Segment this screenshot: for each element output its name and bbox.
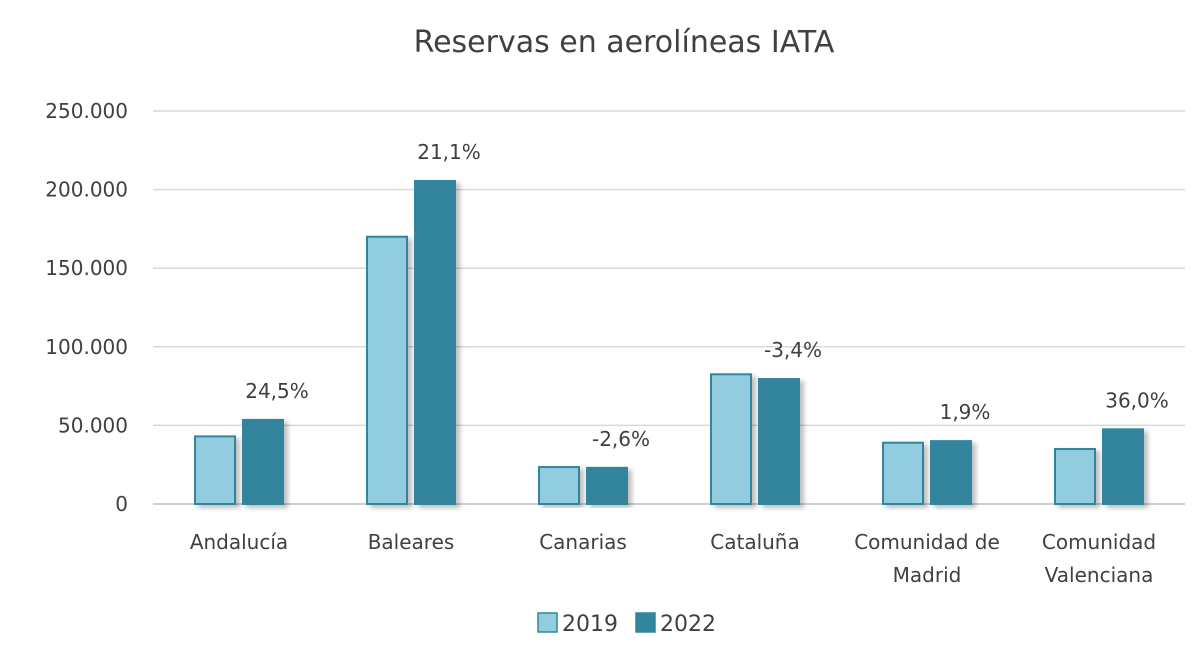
bar-2022 <box>242 418 284 506</box>
category-label: Cataluña <box>710 530 799 554</box>
bar-2022 <box>758 378 800 505</box>
category-label: Baleares <box>368 530 455 554</box>
category-label: Andalucía <box>190 530 288 554</box>
bar-2019 <box>538 466 580 506</box>
y-tick-label: 100.000 <box>45 335 128 359</box>
gridlines <box>153 110 1185 505</box>
y-tick-label: 250.000 <box>45 99 128 123</box>
legend-label: 2022 <box>660 612 716 637</box>
bar-2022 <box>414 179 456 505</box>
legend-swatch <box>537 612 558 633</box>
data-label: 21,1% <box>417 140 481 164</box>
legend-swatch <box>635 612 656 633</box>
chart-title: Reservas en aerolíneas IATA <box>414 25 835 60</box>
legend-label: 2019 <box>562 612 618 637</box>
legend: 2019 2022 <box>537 612 716 637</box>
bar-2019 <box>366 235 408 505</box>
bar-2022 <box>1102 428 1144 505</box>
y-tick-label: 0 <box>115 492 128 516</box>
data-label: 1,9% <box>940 400 991 424</box>
category-label: Canarias <box>539 530 627 554</box>
data-label: 36,0% <box>1105 388 1169 412</box>
bar-2022 <box>586 466 628 505</box>
bar-2019 <box>1054 447 1096 506</box>
y-tick-label: 200.000 <box>45 178 128 202</box>
bar-2019 <box>710 373 752 505</box>
bar-2019 <box>194 435 236 505</box>
data-label: -3,4% <box>764 338 822 362</box>
category-label: Comunidad de Madrid <box>854 530 1000 587</box>
data-label: 24,5% <box>245 379 309 403</box>
data-labels: 24,5% 21,1% -2,6% -3,4% 1,9% 36,0% <box>245 140 1169 451</box>
y-axis-ticks: 0 50.000 100.000 150.000 200.000 250.000 <box>45 99 128 516</box>
bars <box>194 179 1144 506</box>
data-label: -2,6% <box>592 427 650 451</box>
bar-2019 <box>882 441 924 505</box>
x-axis-categories: Andalucía Baleares Canarias Cataluña Comunid… <box>190 530 1156 587</box>
y-tick-label: 50.000 <box>58 413 128 437</box>
category-label: Comunidad Valenciana <box>1042 530 1156 587</box>
y-tick-label: 150.000 <box>45 256 128 280</box>
bar-2022 <box>930 440 972 505</box>
